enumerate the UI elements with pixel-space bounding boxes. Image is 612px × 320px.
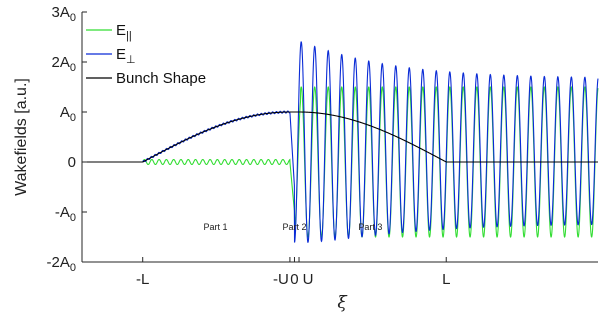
x-axis-title: ξ	[337, 293, 348, 313]
x-axis: -L -U 0 U L	[136, 257, 450, 288]
y-axis-title: Wakefields [a.u.]	[13, 78, 30, 196]
y-axis: 3A0 2A0 A0 0 -A0 -2A0	[47, 4, 87, 274]
y-tick-label: -A0	[55, 204, 76, 224]
legend-entry: E||	[116, 22, 132, 42]
y-tick-label: A0	[60, 104, 76, 124]
y-tick-label: 3A0	[52, 4, 76, 24]
legend: E|| E⊥ Bunch Shape	[86, 22, 206, 87]
legend-entry: Bunch Shape	[116, 70, 206, 87]
part-annotations: Part 1 Part 2 Part 3	[204, 222, 383, 232]
plot-area	[81, 12, 598, 263]
y-tick-label: 0	[68, 154, 76, 171]
x-tick-label: 0	[290, 271, 298, 288]
y-tick-label: 2A0	[52, 54, 76, 74]
series-layer	[82, 41, 599, 243]
part-label: Part 2	[282, 222, 306, 232]
legend-entry: E⊥	[116, 46, 136, 66]
x-tick-label: L	[442, 271, 450, 288]
series-line-e-perp	[82, 41, 599, 243]
x-tick-label: U	[303, 271, 314, 288]
series-line-e-parallel	[82, 86, 599, 238]
series-line-bunch-shape	[82, 111, 598, 163]
part-label: Part 1	[204, 222, 228, 232]
y-tick-label: -2A0	[47, 254, 76, 274]
x-tick-label: -U	[273, 271, 289, 288]
part-label: Part 3	[358, 222, 382, 232]
x-tick-label: -L	[136, 271, 149, 288]
